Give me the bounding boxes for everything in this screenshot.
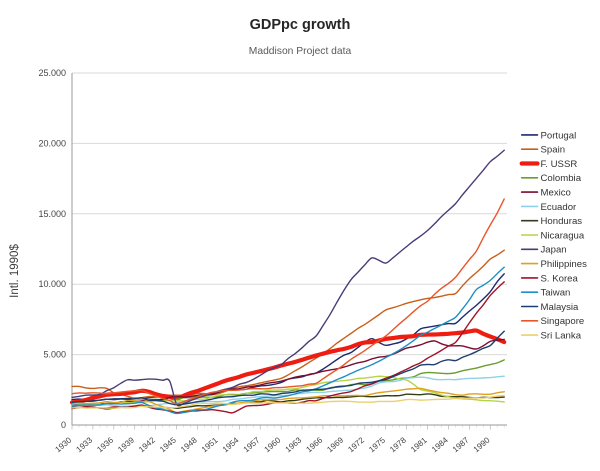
svg-text:1942: 1942 — [137, 435, 157, 454]
svg-text:Mexico: Mexico — [541, 188, 571, 199]
svg-text:Sri Lanka: Sri Lanka — [541, 331, 582, 342]
svg-text:1984: 1984 — [430, 435, 450, 454]
svg-text:Colombia: Colombia — [541, 173, 582, 184]
svg-text:1990: 1990 — [472, 435, 492, 454]
svg-text:1966: 1966 — [305, 435, 325, 454]
svg-text:1948: 1948 — [179, 435, 199, 454]
svg-text:1975: 1975 — [367, 435, 387, 454]
svg-text:Spain: Spain — [541, 145, 566, 156]
svg-text:1951: 1951 — [200, 435, 220, 454]
svg-text:1936: 1936 — [95, 435, 115, 454]
svg-text:Portugal: Portugal — [541, 130, 577, 141]
svg-text:Singapore: Singapore — [541, 316, 585, 327]
svg-text:S. Korea: S. Korea — [541, 273, 579, 284]
svg-text:1972: 1972 — [346, 435, 366, 454]
svg-text:0: 0 — [61, 420, 66, 430]
svg-text:1939: 1939 — [116, 435, 136, 454]
svg-text:Honduras: Honduras — [541, 216, 583, 227]
svg-text:20.000: 20.000 — [38, 138, 66, 148]
svg-text:Philippines: Philippines — [541, 259, 588, 270]
svg-text:1987: 1987 — [451, 435, 471, 454]
svg-text:25.000: 25.000 — [38, 68, 66, 78]
svg-text:1981: 1981 — [409, 435, 429, 454]
svg-text:Taiwan: Taiwan — [541, 288, 571, 299]
svg-text:1945: 1945 — [158, 435, 178, 454]
svg-text:1954: 1954 — [221, 435, 241, 454]
svg-text:1969: 1969 — [325, 435, 345, 454]
svg-text:Nicaragua: Nicaragua — [541, 230, 585, 241]
svg-text:F. USSR: F. USSR — [541, 159, 578, 170]
svg-text:1960: 1960 — [263, 435, 283, 454]
svg-text:Ecuador: Ecuador — [541, 202, 578, 213]
svg-text:Malaysia: Malaysia — [541, 302, 580, 313]
svg-text:1930: 1930 — [54, 435, 74, 454]
svg-text:5.000: 5.000 — [43, 350, 66, 360]
svg-text:Japan: Japan — [541, 245, 567, 256]
svg-text:1933: 1933 — [74, 435, 94, 454]
svg-text:1978: 1978 — [388, 435, 408, 454]
svg-text:15.000: 15.000 — [38, 209, 66, 219]
svg-text:1963: 1963 — [284, 435, 304, 454]
svg-text:10.000: 10.000 — [38, 279, 66, 289]
svg-text:1957: 1957 — [242, 435, 262, 454]
